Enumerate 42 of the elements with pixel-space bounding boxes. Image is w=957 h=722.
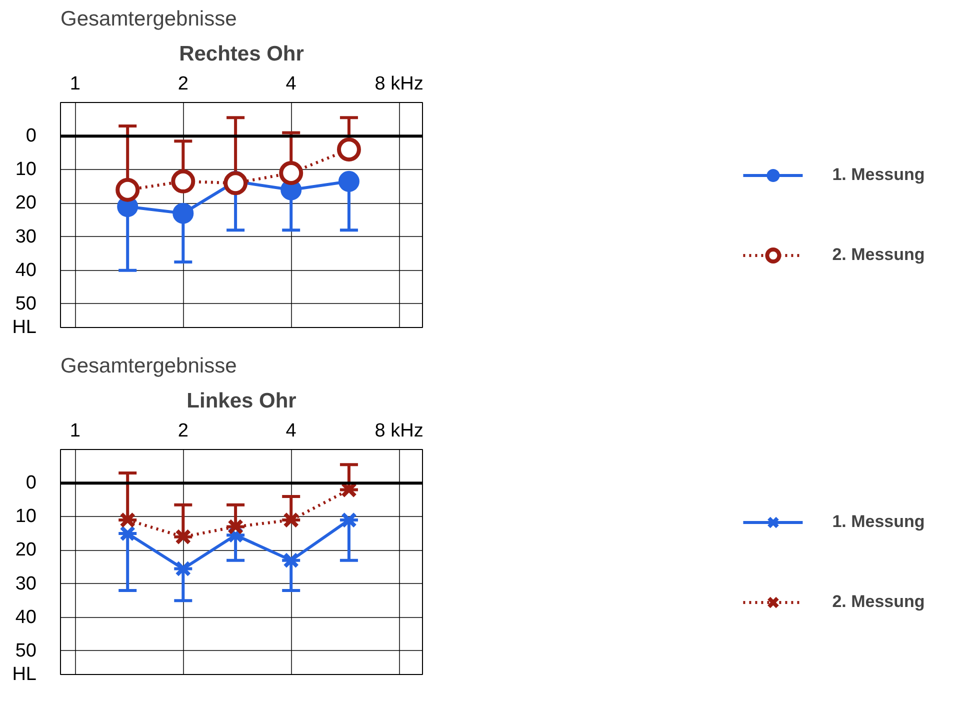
y-tick-label: 0 [26,126,37,147]
point [171,169,196,194]
chart-subtitle: Gesamtergebnisse [60,354,237,378]
point [283,512,300,528]
y-tick-label: 40 [15,606,37,628]
point [228,518,244,535]
chart-title: Linkes Ohr [186,390,296,412]
chart-subtitle: Gesamtergebnisse [60,8,237,30]
point [283,552,300,568]
point [172,202,194,224]
y-tick-label: 30 [15,573,37,594]
x-tick-label: 1 [70,420,80,442]
point [338,170,360,192]
legend-label: 1. Messung [832,512,925,532]
x-tick-label: 1 [70,74,80,94]
y-tick-label: 20 [15,192,37,214]
y-tick-label: 10 [15,506,37,528]
x-tick-label: 4 [286,420,297,442]
legend-label: 2. Messung [832,592,925,612]
y-tick-label: 30 [15,226,37,248]
y-tick-label: 50 [15,640,37,662]
point [336,138,361,162]
x-tick-label: 4 [286,74,297,94]
chart-title: Rechtes Ohr [179,42,304,66]
y-tick-label: 40 [15,260,37,281]
point [175,528,192,545]
point [116,178,140,202]
point [120,525,136,542]
y-tick-label: 10 [15,159,37,180]
point [175,560,192,577]
legend-label: 1. Messung [832,164,925,184]
y-tick-label: 0 [26,472,37,494]
y-tick-label: HL [12,317,37,338]
x-tick-label: 8 kHz [374,74,424,94]
y-tick-label: 50 [15,293,37,314]
y-tick-label: 20 [15,540,37,561]
point [120,512,136,528]
x-tick-label: 8 kHz [374,420,424,442]
y-tick-label: HL [12,664,37,685]
x-tick-label: 2 [178,420,188,442]
legend-label: 2. Messung [832,244,925,264]
x-tick-label: 2 [178,74,188,94]
